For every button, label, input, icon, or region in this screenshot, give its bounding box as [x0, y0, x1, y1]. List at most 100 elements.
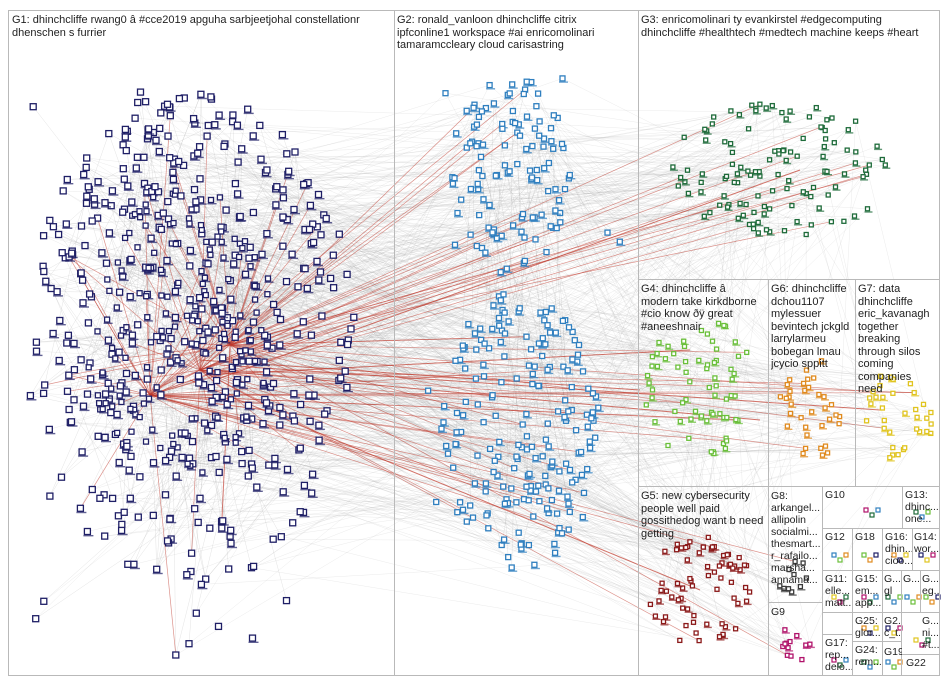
node — [511, 119, 519, 127]
node-label — [189, 159, 200, 161]
node-label — [90, 202, 101, 204]
node — [867, 630, 873, 636]
edge — [193, 155, 801, 587]
edge — [529, 418, 592, 475]
node-label — [126, 501, 137, 504]
node — [821, 143, 827, 150]
edge — [222, 366, 535, 521]
node-label — [290, 213, 300, 215]
node — [236, 212, 244, 221]
node — [722, 624, 729, 630]
node — [102, 400, 109, 407]
edge — [709, 164, 870, 388]
node — [220, 330, 228, 338]
edge — [346, 178, 570, 388]
node — [444, 450, 452, 457]
node-label — [258, 257, 268, 260]
node — [579, 513, 586, 521]
node — [104, 379, 112, 387]
node — [475, 113, 483, 121]
node — [559, 75, 566, 82]
node-label — [149, 200, 159, 202]
node — [716, 634, 723, 640]
node — [114, 429, 121, 437]
node — [479, 141, 487, 148]
edge — [88, 214, 542, 368]
node — [861, 625, 867, 631]
edge — [67, 177, 455, 392]
node — [860, 174, 866, 180]
edge — [470, 104, 475, 506]
edge — [170, 262, 207, 363]
node-label — [734, 176, 743, 178]
node — [548, 138, 555, 145]
node-label — [449, 186, 459, 189]
node — [108, 344, 116, 352]
node — [550, 112, 557, 119]
node — [169, 175, 178, 184]
node — [104, 336, 113, 344]
edge — [562, 320, 741, 570]
node-label — [97, 256, 108, 258]
node-label — [470, 129, 480, 131]
edge — [712, 105, 752, 125]
edge — [521, 447, 893, 544]
node — [528, 443, 536, 450]
node — [303, 284, 311, 293]
edge — [556, 159, 770, 514]
edge — [129, 204, 747, 234]
node — [528, 174, 536, 181]
node — [791, 571, 797, 578]
node — [669, 594, 675, 600]
edge — [215, 288, 308, 311]
edge — [66, 175, 751, 344]
node — [873, 394, 879, 400]
node-label — [218, 316, 229, 319]
node-label — [219, 399, 229, 402]
node — [531, 561, 538, 568]
edge — [492, 159, 883, 330]
edge — [199, 369, 549, 489]
node — [282, 277, 291, 286]
node — [305, 391, 313, 399]
node-label — [530, 567, 540, 570]
node — [127, 452, 135, 461]
node-label — [660, 624, 669, 626]
node — [687, 379, 693, 385]
node-label — [495, 321, 505, 323]
node — [203, 132, 211, 140]
node — [565, 408, 572, 415]
edge — [312, 223, 551, 468]
edge — [203, 384, 509, 558]
node — [32, 338, 41, 346]
edge — [688, 193, 920, 432]
edge — [219, 364, 881, 411]
node — [122, 354, 129, 361]
node-label — [527, 493, 536, 495]
edge — [678, 185, 788, 189]
node — [84, 183, 92, 191]
node — [206, 367, 213, 374]
node — [698, 327, 705, 334]
node — [94, 392, 102, 399]
node — [291, 148, 299, 156]
node-label — [573, 364, 583, 366]
node — [787, 108, 793, 114]
node — [192, 303, 199, 310]
edge — [165, 460, 203, 473]
edge — [725, 448, 732, 583]
node — [841, 171, 848, 177]
edge — [537, 179, 725, 418]
node — [803, 367, 810, 373]
node — [126, 229, 133, 237]
node-label — [728, 398, 737, 400]
edge — [146, 211, 485, 377]
node — [500, 291, 507, 298]
edge — [538, 343, 570, 512]
node — [704, 418, 710, 424]
edge — [130, 340, 161, 499]
node — [290, 205, 298, 214]
node-label — [902, 415, 910, 418]
edge — [164, 106, 708, 567]
edge — [550, 206, 728, 468]
